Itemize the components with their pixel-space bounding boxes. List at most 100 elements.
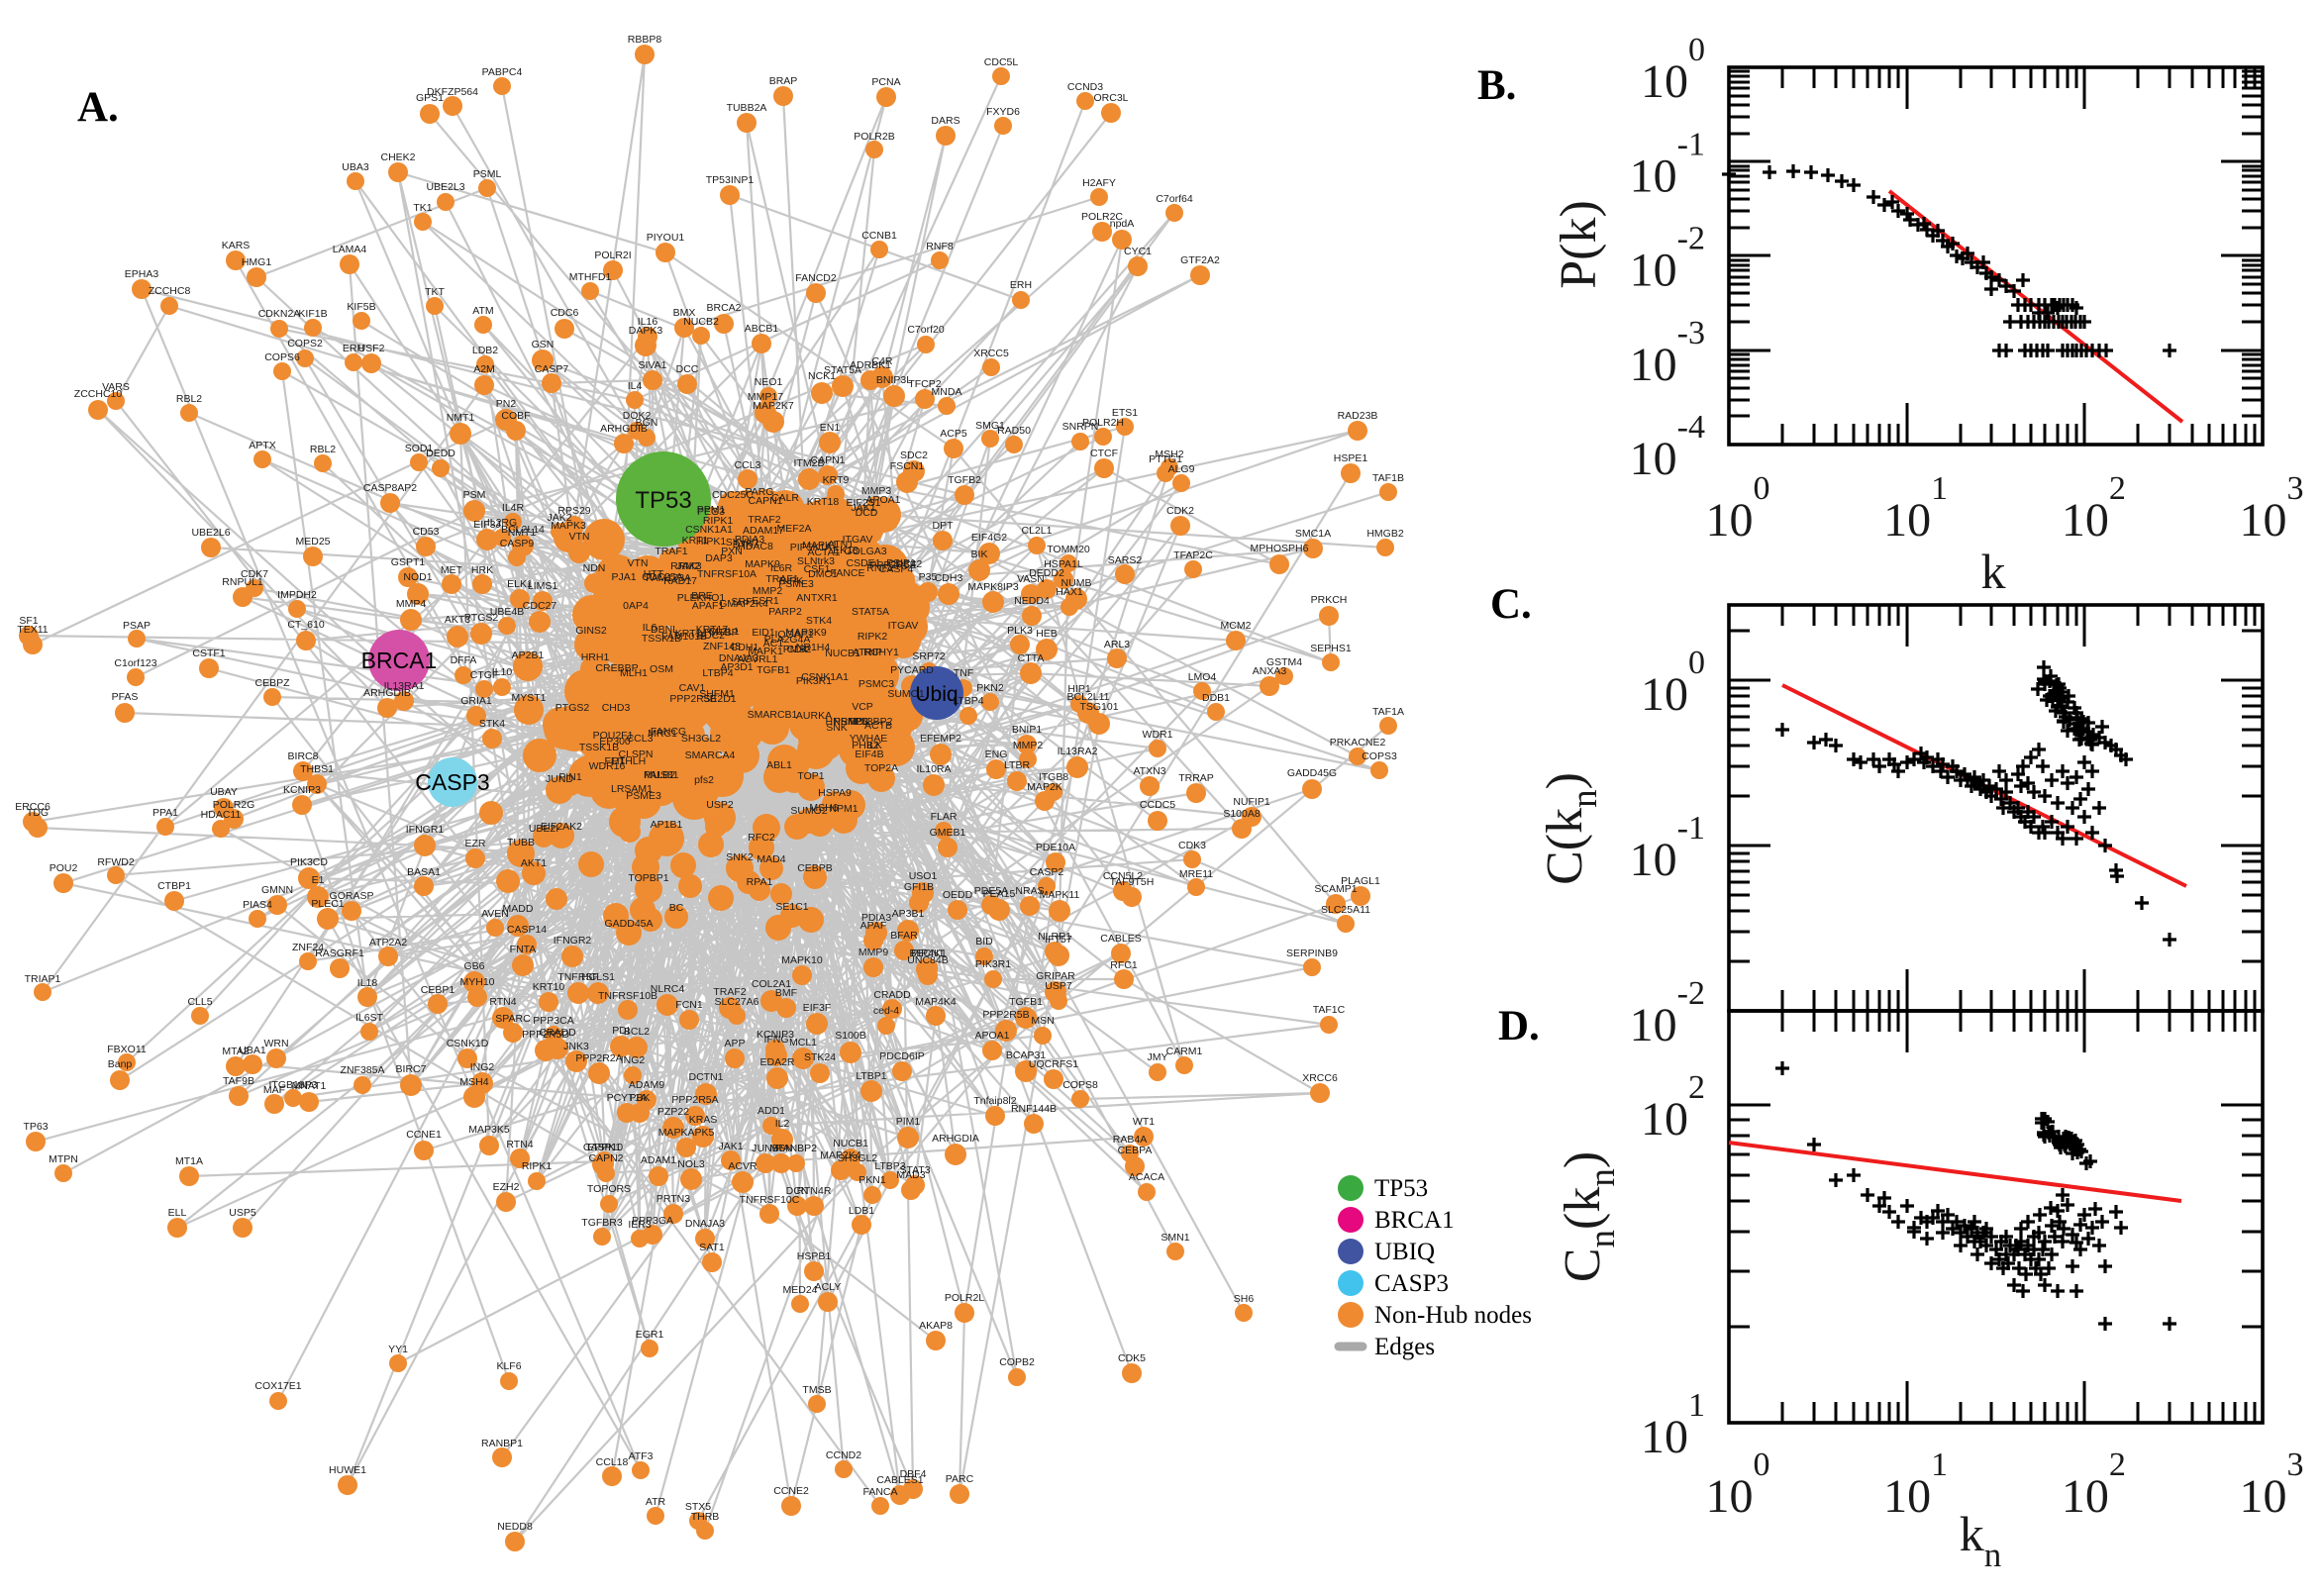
svg-text:MTBP: MTBP — [709, 627, 738, 639]
svg-text:PRKACNE2: PRKACNE2 — [1330, 737, 1386, 748]
svg-text:MAD3: MAD3 — [896, 1169, 925, 1181]
svg-text:TNFRSF: TNFRSF — [557, 971, 598, 983]
svg-text:BCAP31: BCAP31 — [1006, 1049, 1046, 1061]
svg-text:SUMO2: SUMO2 — [790, 805, 828, 817]
svg-text:EIF3F: EIF3F — [803, 1002, 832, 1014]
svg-text:10-3: 10-3 — [1630, 315, 1705, 391]
svg-text:CASP2: CASP2 — [1030, 866, 1064, 878]
svg-text:SLNtrk3: SLNtrk3 — [797, 555, 835, 567]
svg-text:CTTA: CTTA — [1018, 652, 1045, 664]
svg-text:PIK3CD: PIK3CD — [290, 856, 328, 868]
svg-text:PLEC1: PLEC1 — [311, 898, 344, 910]
svg-text:POLR2C: POLR2C — [1081, 211, 1123, 223]
svg-text:CL2L1: CL2L1 — [709, 626, 740, 638]
svg-text:CDK5: CDK5 — [1118, 1352, 1146, 1364]
svg-text:SMARCB1: SMARCB1 — [748, 709, 798, 721]
svg-text:POU2: POU2 — [50, 862, 78, 874]
svg-text:PPP2R5B: PPP2R5B — [669, 693, 716, 705]
svg-text:NPM1: NPM1 — [829, 803, 858, 815]
svg-text:SERPINB9: SERPINB9 — [1286, 948, 1338, 959]
svg-text:CASP8AP2: CASP8AP2 — [363, 482, 417, 494]
svg-text:PIAS4: PIAS4 — [243, 899, 272, 911]
svg-text:NRAS: NRAS — [1015, 885, 1044, 897]
svg-text:ITGB18P3: ITGB18P3 — [268, 1079, 317, 1091]
svg-text:MAD4: MAD4 — [757, 853, 785, 865]
svg-text:BNIP1: BNIP1 — [1012, 724, 1043, 736]
svg-text:EIF2S1: EIF2S1 — [846, 497, 880, 509]
svg-text:DBF4: DBF4 — [900, 1468, 927, 1480]
svg-text:NMT1: NMT1 — [447, 412, 475, 424]
svg-text:TP53BP2: TP53BP2 — [849, 716, 893, 728]
svg-text:IFNGR1: IFNGR1 — [406, 824, 445, 836]
svg-text:C7orf20: C7orf20 — [907, 324, 945, 336]
svg-text:CLSPN: CLSPN — [618, 748, 653, 760]
svg-text:P(k): P(k) — [1551, 200, 1607, 289]
svg-text:STX5: STX5 — [685, 1501, 711, 1513]
svg-text:CTCF: CTCF — [1090, 448, 1118, 459]
svg-text:MPHOSPH6: MPHOSPH6 — [1251, 543, 1309, 554]
svg-text:TP63: TP63 — [23, 1121, 48, 1133]
svg-text:TKT: TKT — [425, 286, 445, 298]
svg-text:CASP9: CASP9 — [500, 538, 535, 549]
svg-text:EGR1: EGR1 — [636, 1329, 664, 1341]
svg-text:GADD45A: GADD45A — [604, 918, 653, 930]
svg-text:npdA: npdA — [1110, 218, 1135, 230]
svg-text:ANXA3: ANXA3 — [1253, 665, 1287, 677]
svg-text:DBNL: DBNL — [651, 624, 678, 636]
svg-text:DCTN1: DCTN1 — [688, 1071, 723, 1083]
svg-text:TRAF1: TRAF1 — [765, 573, 798, 585]
svg-text:KRT18: KRT18 — [807, 496, 840, 508]
svg-text:ITM2B: ITM2B — [794, 457, 825, 469]
svg-text:103: 103 — [2240, 1446, 2304, 1523]
svg-text:ARHGDIB: ARHGDIB — [363, 687, 411, 699]
svg-text:LTBP4: LTBP4 — [953, 695, 983, 707]
svg-text:BIRC7: BIRC7 — [396, 1063, 427, 1075]
svg-text:CCND2: CCND2 — [826, 1449, 861, 1461]
svg-text:SUMO1: SUMO1 — [887, 688, 925, 700]
svg-text:TP53: TP53 — [635, 487, 691, 514]
svg-text:MSH2: MSH2 — [1155, 449, 1183, 460]
svg-text:Tnfaip8l2: Tnfaip8l2 — [973, 1095, 1016, 1107]
svg-text:STAT5A: STAT5A — [824, 364, 861, 376]
svg-text:GSN: GSN — [532, 339, 555, 350]
svg-text:CASP4: CASP4 — [879, 563, 914, 575]
svg-text:RIPK1: RIPK1 — [522, 1160, 553, 1172]
svg-text:MTHFD1: MTHFD1 — [569, 271, 612, 283]
svg-text:DARS: DARS — [931, 115, 960, 127]
svg-text:RNPUL1: RNPUL1 — [222, 576, 263, 588]
svg-text:ATXN3: ATXN3 — [1133, 765, 1165, 777]
svg-text:RIPK2: RIPK2 — [858, 631, 888, 643]
svg-text:POLR2B: POLR2B — [854, 131, 894, 143]
svg-text:CASP7: CASP7 — [535, 363, 569, 375]
svg-text:CT_610: CT_610 — [287, 619, 325, 631]
svg-text:CYC1: CYC1 — [1124, 246, 1152, 257]
svg-text:CEBPA: CEBPA — [1118, 1145, 1153, 1156]
svg-text:TAF1B: TAF1B — [1372, 472, 1404, 484]
svg-text:ACP5: ACP5 — [940, 428, 967, 440]
svg-text:MMP17: MMP17 — [748, 391, 783, 403]
svg-text:BID: BID — [975, 936, 993, 948]
svg-text:CCNB1: CCNB1 — [861, 230, 897, 242]
svg-text:COPS6: COPS6 — [264, 351, 300, 363]
svg-text:TRAF1: TRAF1 — [655, 546, 687, 557]
svg-text:WDR16: WDR16 — [589, 760, 626, 772]
svg-text:JUNB: JUNB — [752, 1143, 778, 1154]
svg-text:CDK3: CDK3 — [1178, 840, 1206, 851]
svg-text:RBL2: RBL2 — [176, 393, 202, 405]
svg-text:IL6: IL6 — [643, 622, 657, 634]
svg-text:TAF1A: TAF1A — [1372, 706, 1404, 718]
svg-text:PYCARD: PYCARD — [890, 664, 934, 676]
svg-text:PPP2R5A: PPP2R5A — [671, 1094, 718, 1106]
svg-text:TNFRSF10C: TNFRSF10C — [740, 1194, 800, 1206]
svg-text:SNK: SNK — [826, 722, 848, 734]
svg-text:PN2: PN2 — [496, 398, 517, 410]
svg-text:BASA1: BASA1 — [407, 866, 441, 878]
svg-text:LTBP4: LTBP4 — [702, 667, 733, 679]
svg-text:CRADD: CRADD — [539, 1027, 576, 1039]
svg-text:CAPN1: CAPN1 — [748, 495, 782, 507]
svg-text:RIPK: RIPK — [779, 575, 804, 587]
svg-text:COX17E1: COX17E1 — [254, 1380, 301, 1392]
svg-text:STAT5A: STAT5A — [852, 606, 889, 618]
svg-text:MYH10: MYH10 — [459, 976, 494, 988]
svg-text:MMP9: MMP9 — [858, 947, 888, 958]
